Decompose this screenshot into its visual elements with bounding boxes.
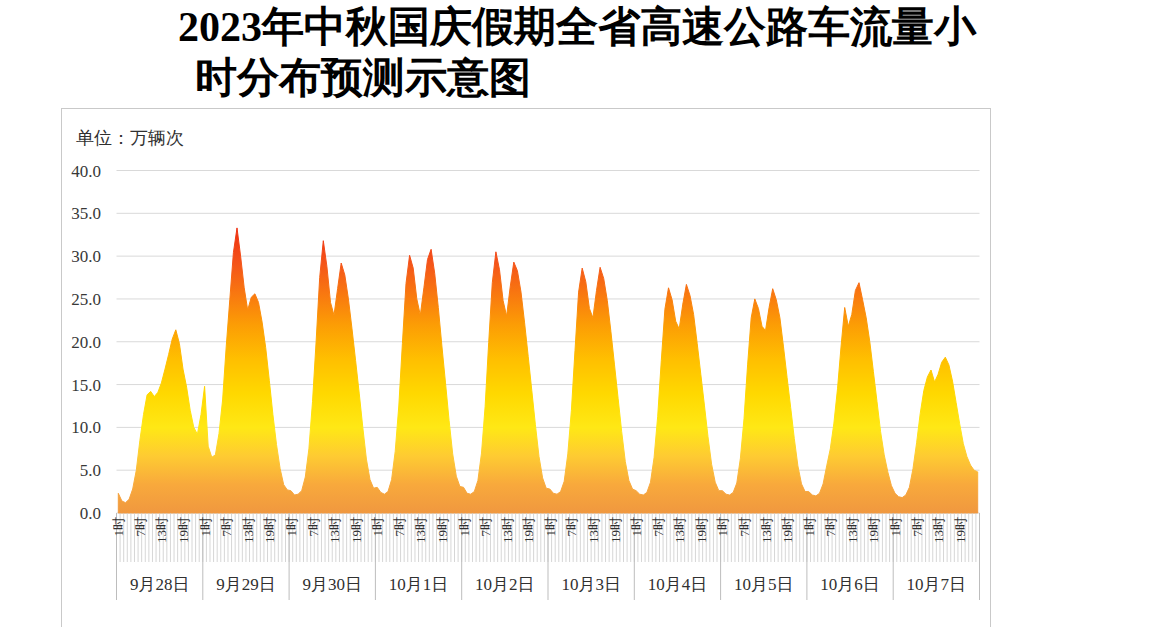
- hour-axis-label: 7时: [651, 517, 666, 537]
- hour-axis-label: 19时: [953, 517, 968, 543]
- y-axis-label: 20.0: [71, 333, 101, 352]
- hour-axis-label: 19时: [694, 517, 709, 543]
- page: { "title": { "line1": "2023年中秋国庆假期全省高速公路…: [0, 0, 1168, 627]
- day-axis-label: 10月3日: [561, 575, 621, 594]
- hour-axis-label: 19时: [521, 517, 536, 543]
- hour-axis-label: 13时: [327, 517, 342, 543]
- hour-axis-label: 7时: [478, 517, 493, 537]
- hour-axis-label: 13时: [154, 517, 169, 543]
- hour-axis-label: 19时: [176, 517, 191, 543]
- hour-axis-label: 1时: [111, 517, 126, 537]
- hour-axis-label: 7时: [564, 517, 579, 537]
- hour-axis-label: 1时: [198, 517, 213, 537]
- traffic-area-chart: 0.0 5.0 10.0 15.0 20.0 25.0 30.0 35.0 40.0 1时 7时 13…: [0, 0, 1168, 627]
- hour-axis-label: 1时: [629, 517, 644, 537]
- hour-axis-label: 13时: [500, 517, 515, 543]
- hour-axis-label: 19时: [608, 517, 623, 543]
- hour-axis-label: 7时: [823, 517, 838, 537]
- hour-axis-label: 7时: [737, 517, 752, 537]
- day-axis-label: 10月6日: [820, 575, 880, 594]
- y-axis-label: 25.0: [71, 290, 101, 309]
- hour-axis-label: 1时: [457, 517, 472, 537]
- hour-axis-label: 19时: [435, 517, 450, 543]
- y-axis-label: 40.0: [71, 162, 101, 181]
- y-axis-label: 0.0: [80, 504, 101, 523]
- hour-axis-label: 1时: [802, 517, 817, 537]
- day-axis-label: 10月7日: [907, 575, 967, 594]
- y-axis-label: 5.0: [80, 461, 101, 480]
- y-axis-label: 30.0: [71, 247, 101, 266]
- hour-axis-label: 19时: [349, 517, 364, 543]
- y-axis-label: 35.0: [71, 204, 101, 223]
- day-axis-label: 9月29日: [216, 575, 276, 594]
- day-axis-label: 10月1日: [389, 575, 449, 594]
- day-axis-label: 9月28日: [130, 575, 190, 594]
- hour-axis-label: 7时: [910, 517, 925, 537]
- day-axis-label: 9月30日: [303, 575, 363, 594]
- hour-axis-label: 13时: [672, 517, 687, 543]
- hour-axis-label: 13时: [845, 517, 860, 543]
- hour-axis-label: 1时: [888, 517, 903, 537]
- hour-axis-label: 13时: [931, 517, 946, 543]
- hour-axis-label: 19时: [262, 517, 277, 543]
- hour-axis-label: 13时: [413, 517, 428, 543]
- hour-axis-label: 7时: [392, 517, 407, 537]
- hour-axis-label: 19时: [780, 517, 795, 543]
- hour-axis-label: 19时: [866, 517, 881, 543]
- hour-axis-label: 1时: [543, 517, 558, 537]
- day-axis-label: 10月2日: [475, 575, 535, 594]
- hour-axis-label: 1时: [284, 517, 299, 537]
- day-axis-label: 10月5日: [734, 575, 794, 594]
- hour-axis-label: 13时: [759, 517, 774, 543]
- hour-axis-label: 7时: [306, 517, 321, 537]
- hour-axis-label: 13时: [586, 517, 601, 543]
- hour-axis-label: 1时: [370, 517, 385, 537]
- hour-axis-label: 1时: [715, 517, 730, 537]
- y-axis-label: 15.0: [71, 376, 101, 395]
- hour-axis-label: 7时: [219, 517, 234, 537]
- day-axis-label: 10月4日: [648, 575, 708, 594]
- y-axis-label: 10.0: [71, 418, 101, 437]
- hour-axis-label: 13时: [241, 517, 256, 543]
- hour-axis-label: 7时: [133, 517, 148, 537]
